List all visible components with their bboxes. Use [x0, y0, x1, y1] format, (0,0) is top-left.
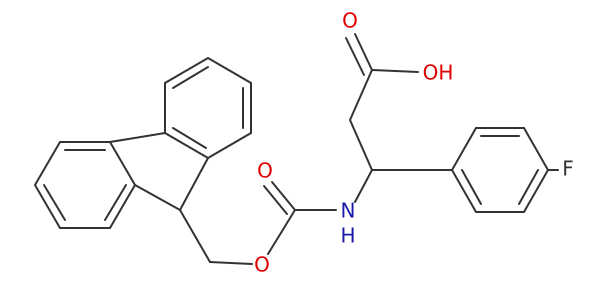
atom-label: N	[341, 199, 356, 223]
bonds	[33, 33, 559, 265]
atom-label: O	[257, 159, 273, 183]
atom-label: O	[342, 9, 358, 33]
atom-label: O	[254, 253, 270, 277]
atom-label: OH	[423, 61, 454, 85]
atom-label: F	[562, 157, 574, 181]
atom-label: H	[340, 224, 355, 248]
